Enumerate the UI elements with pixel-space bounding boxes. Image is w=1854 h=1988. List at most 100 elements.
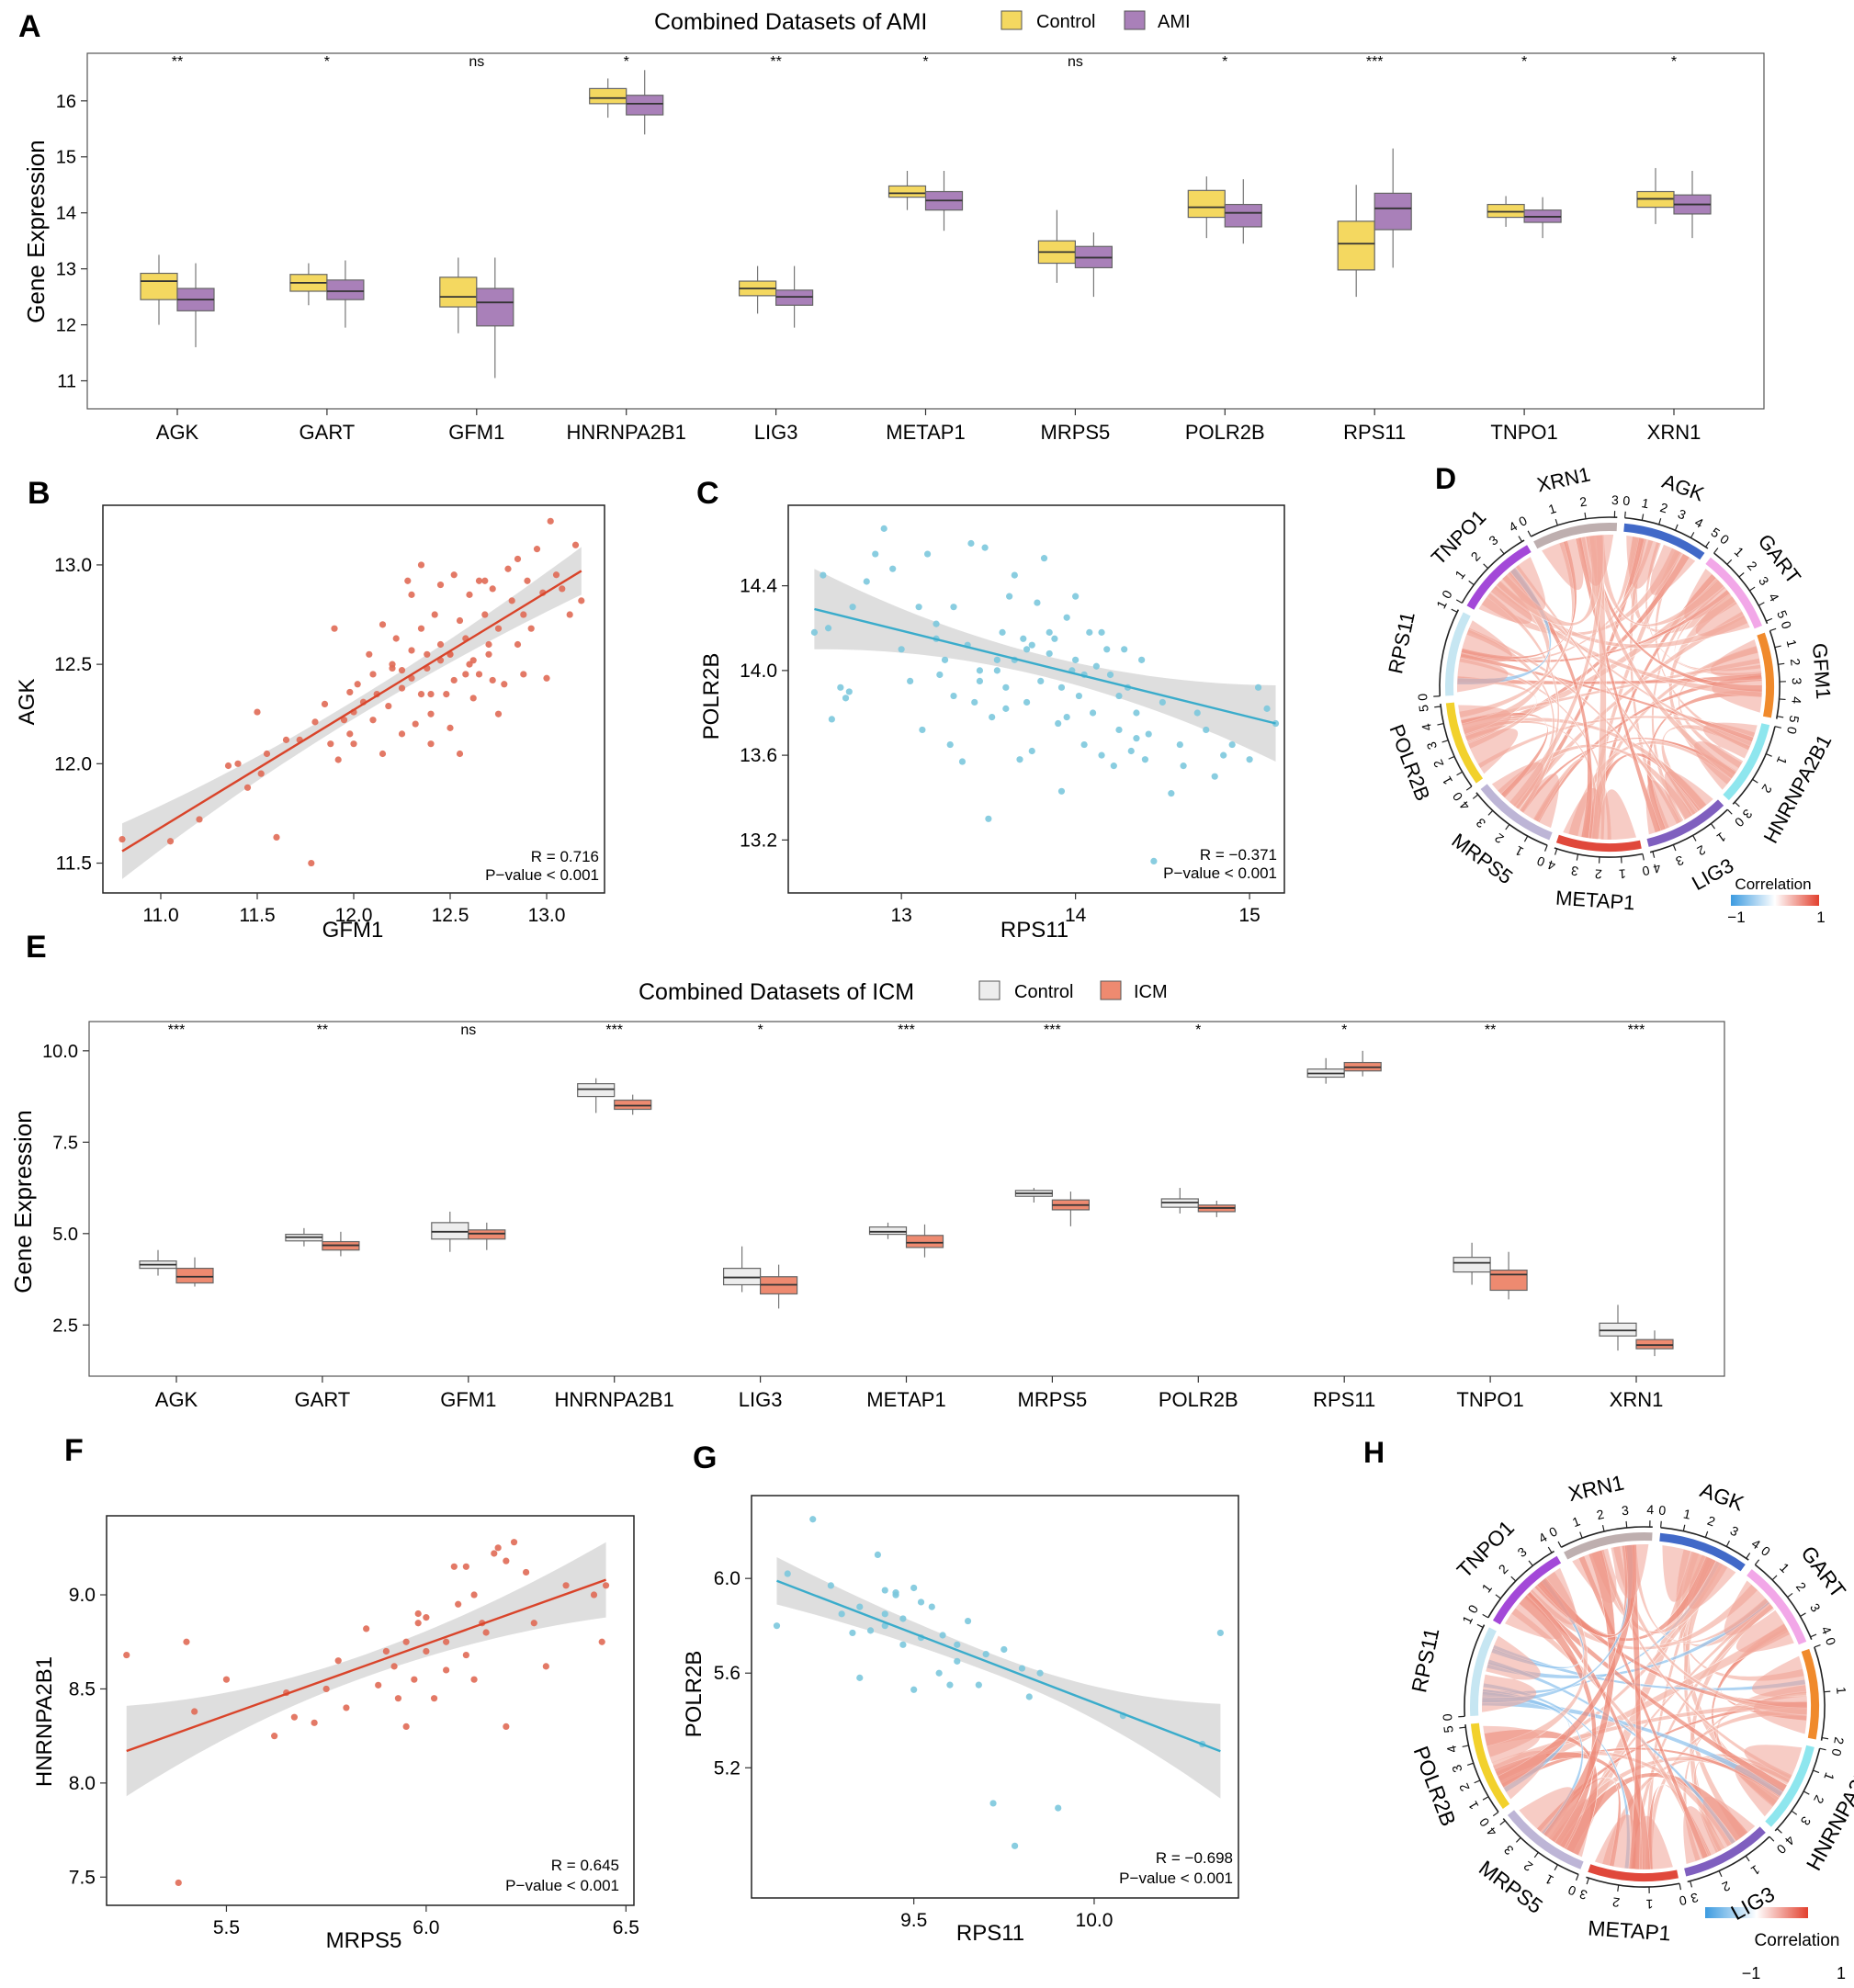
panel-h-scale-tick <box>1819 1747 1826 1751</box>
panel-f-point <box>375 1681 382 1689</box>
panel-h-gene-label-rps11: RPS11 <box>1407 1626 1443 1695</box>
panel-h-chord-bundle-metap1 <box>1594 1814 1673 1869</box>
panel-b-point <box>392 635 400 642</box>
panel-e-x-tick-label-gart: GART <box>295 1388 351 1411</box>
panel-b-point <box>431 611 438 618</box>
panel-b-x-tick-label: 12.0 <box>335 905 373 926</box>
panel-a-legend-ami: AMI <box>1158 12 1191 32</box>
panel-b-point <box>257 770 265 777</box>
panel-c-point <box>1020 635 1027 642</box>
panel-a-significance-polr2b: * <box>1222 54 1227 70</box>
panel-h-scale-tick <box>1462 1745 1469 1748</box>
panel-d-scale-agk <box>1624 516 1709 549</box>
panel-b-point <box>119 835 126 843</box>
panel-e-y-tick-label: 7.5 <box>52 1133 78 1153</box>
panel-d-scale-label: 1 <box>1784 638 1800 649</box>
panel-b-point <box>514 640 522 649</box>
panel-c-point <box>1040 555 1048 562</box>
panel-h-scale-tick <box>1814 1644 1821 1648</box>
panel-f-y-tick-label: 7.5 <box>69 1867 96 1888</box>
panel-b-x-tick-label: 13.0 <box>528 905 566 926</box>
panel-c-point <box>1080 740 1088 749</box>
panel-h-gene-label-agk: AGK <box>1697 1477 1747 1515</box>
panel-h-scale-tick <box>1822 1736 1829 1740</box>
panel-label-c: C <box>696 476 719 511</box>
panel-g-point <box>910 1686 918 1693</box>
panel-g-point <box>838 1610 845 1618</box>
panel-h-scale-label: 1 <box>1821 1770 1837 1782</box>
panel-e-significance-gfm1: ns <box>460 1022 476 1038</box>
panel-f-x-tick-label: 6.0 <box>413 1917 439 1938</box>
panel-h-scale-tick <box>1746 1553 1751 1559</box>
panel-h-scale-tick <box>1791 1810 1798 1815</box>
panel-h-scale-label: 3 <box>1689 1890 1700 1906</box>
panel-c-point <box>1246 756 1253 763</box>
panel-d-scale-tick <box>1672 844 1677 852</box>
panel-d-scale-tick <box>1437 723 1444 726</box>
panel-a-box-ami-gart-body <box>326 279 365 300</box>
panel-a-boxplot: Combined Datasets of AMI Control AMI Gen… <box>22 9 1765 444</box>
panel-c-point <box>1121 646 1128 653</box>
panel-d-chord-bundle-rps11 <box>1457 620 1512 693</box>
panel-b-point <box>196 816 203 823</box>
panel-f-point <box>590 1591 598 1598</box>
panel-a-x-tick-label-lig3: LIG3 <box>754 421 798 444</box>
panel-e-box-control-tnpo1 <box>1453 1242 1491 1285</box>
panel-h-scale-tick <box>1690 1881 1693 1888</box>
panel-b-scatter: GFM1 AGK R = 0.716 P−value < 0.001 11.0 1… <box>15 504 605 943</box>
panel-a-significance-hnrnpa2b1: * <box>624 54 629 70</box>
panel-a-x-tick-label-tnpo1: TNPO1 <box>1490 421 1557 444</box>
panel-b-point <box>254 708 261 716</box>
panel-d-scale-label: 4 <box>1419 722 1434 732</box>
panel-a-box-ami-metap1 <box>924 170 964 232</box>
panel-d-scale-tick <box>1554 519 1558 526</box>
panel-c-point <box>1141 756 1149 763</box>
panel-h-scale-label: 0 <box>1774 1841 1790 1857</box>
panel-c-point <box>1089 709 1097 717</box>
panel-h-scale-label: 1 <box>1748 1862 1763 1879</box>
panel-d-chord-bundle-gfm1 <box>1710 639 1762 713</box>
panel-c-point <box>989 714 996 721</box>
panel-f-point <box>271 1733 278 1740</box>
panel-a-significance-gfm1: ns <box>469 54 484 70</box>
panel-d-arc-polr2b <box>1445 702 1484 784</box>
panel-d-scale-tick <box>1527 530 1532 537</box>
panel-e-significance-rps11: * <box>1341 1022 1347 1038</box>
panel-f-point <box>394 1695 402 1702</box>
panel-d-scale-label: 4 <box>1766 591 1782 604</box>
panel-c-point <box>1046 628 1053 636</box>
panel-a-x-tick-label-xrn1: XRN1 <box>1647 421 1701 444</box>
panel-a-box-ami-rps11-body <box>1374 192 1412 231</box>
panel-label-h: H <box>1363 1436 1385 1469</box>
panel-e-significance-xrn1: *** <box>1628 1022 1645 1038</box>
panel-d-scale-label: 3 <box>1790 677 1804 684</box>
panel-b-point <box>427 740 435 748</box>
panel-b-point <box>508 597 515 604</box>
panel-h-scale-label: 1 <box>1465 1799 1482 1813</box>
panel-f-point <box>450 1563 458 1570</box>
panel-d-scale-tnpo1 <box>1461 539 1525 604</box>
panel-c-point <box>933 620 940 627</box>
panel-e-significance-mrps5: *** <box>1044 1022 1061 1038</box>
panel-e-box-control-rps11 <box>1306 1057 1345 1084</box>
panel-c-scatter: RPS11 POLR2B R = −0.371 P−value < 0.001 … <box>699 504 1285 943</box>
panel-b-point <box>408 647 415 654</box>
panel-h-scale-tick <box>1547 1546 1553 1553</box>
panel-c-point <box>1011 571 1018 579</box>
panel-h-gene-label-gart: GART <box>1796 1542 1850 1602</box>
panel-h-scale-tick <box>1769 1836 1775 1842</box>
panel-h-scale-tick <box>1745 1855 1750 1862</box>
panel-a-y-tick-label: 16 <box>56 92 76 112</box>
panel-d-scale-label: 1 <box>1433 598 1450 611</box>
panel-c-point <box>985 815 992 822</box>
panel-h-scale-label: 1 <box>1570 1513 1582 1530</box>
panel-c-point <box>976 667 984 674</box>
panel-e-x-tick-label-lig3: LIG3 <box>739 1388 783 1411</box>
panel-f-x-tick-label: 5.5 <box>213 1917 240 1938</box>
panel-f-plot-frame <box>106 1515 635 1906</box>
panel-d-scale-polr2b <box>1440 703 1473 787</box>
panel-c-regression-line <box>814 607 1276 725</box>
panel-b-point <box>408 591 415 598</box>
panel-d-scale-tick <box>1456 771 1463 776</box>
panel-d-chord-bundle-lig3 <box>1645 771 1713 835</box>
